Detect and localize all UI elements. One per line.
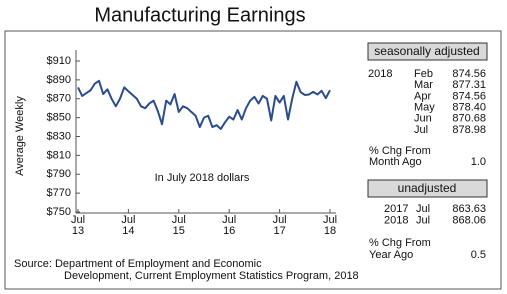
panel-month: Jul [416,214,430,226]
panel-month: May [414,102,435,114]
y-tick-label: $810 [47,149,71,161]
x-tick-label: Jul 13 [70,214,86,237]
source: Source: Department of Employment and Eco… [14,258,262,270]
panel-header-text: seasonally adjusted [374,44,479,58]
panel-month: Mar [414,79,433,91]
y-tick-label: $910 [47,55,71,67]
panel-value: 878.98 [452,124,486,136]
panel-month: Jul [416,203,430,215]
x-tick-label: Jul 14 [121,214,136,237]
y-tick-label: $750 [47,206,71,218]
panel-month: Jun [414,113,432,125]
y-tick-label: $770 [47,187,71,199]
x-tick-label: Jul 16 [222,214,237,237]
panel-value: 878.40 [452,102,486,114]
panel-value: 874.56 [452,90,486,102]
y-tick-label: $870 [47,93,71,105]
panel-label: Month Ago [369,156,422,168]
panel-value: 877.31 [452,79,486,91]
panel-year: 2018 [384,214,408,226]
panel-month: Jul [414,124,428,136]
panel-year: 2018 [368,68,392,80]
source: Development, Current Employment Statisti… [64,270,359,282]
panel-value: 1.0 [471,156,486,168]
y-axis-label: Average Weekly [14,96,26,176]
panel-label: % Chg From [369,145,431,157]
panel-label: % Chg From [369,237,431,249]
panel-value: 0.5 [471,249,486,261]
panel-value: 874.56 [452,68,486,80]
panel-year: 2017 [384,203,408,215]
panel-value: 870.68 [452,113,486,125]
panel-header [367,179,488,198]
chart-title: Manufacturing Earnings [94,4,305,26]
panel-label: Year Ago [369,249,413,261]
y-tick-label: $830 [47,130,71,142]
panel-value: 863.63 [452,203,486,215]
annotation: In July 2018 dollars [155,172,250,184]
x-tick-label: Jul 18 [322,214,338,237]
y-tick-label: $890 [47,74,71,86]
panel-value: 868.06 [452,214,486,226]
y-tick-label: $790 [47,168,71,180]
x-tick-label: Jul 15 [171,214,186,237]
x-tick-label: Jul 17 [272,214,287,237]
panel-header-text: unadjusted [398,181,457,195]
panel-month: Feb [414,68,433,80]
frame [4,30,502,290]
panel-month: Apr [414,90,431,102]
line [77,79,331,130]
panel-header [367,42,488,61]
y-tick-label: $850 [47,112,71,124]
